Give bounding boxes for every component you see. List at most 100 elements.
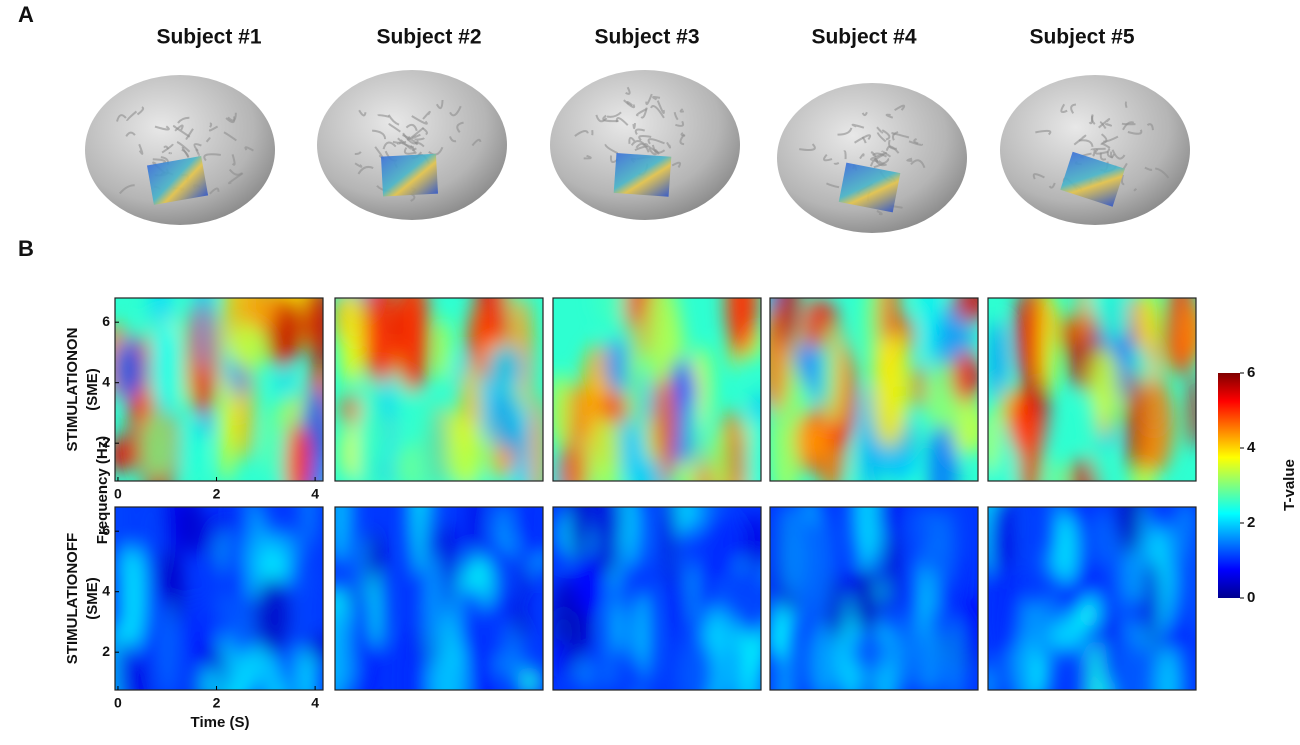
colorbar-tick-label: 4 <box>1247 439 1256 456</box>
heatmap-frame <box>769 297 979 482</box>
brain-gyrus <box>874 157 887 167</box>
brain-renders <box>85 70 1190 233</box>
heatmap-blob <box>598 391 629 425</box>
brain-gyrus <box>666 141 672 149</box>
heatmap-blob <box>954 553 967 600</box>
heatmap-blob <box>435 317 450 384</box>
brain-gyrus <box>640 107 648 119</box>
brain-gyrus <box>647 138 665 145</box>
brain-gyrus <box>1146 123 1154 131</box>
heatmap-blob <box>1054 512 1078 585</box>
brain-gyrus <box>675 120 685 127</box>
brain-gyrus <box>606 111 622 118</box>
heatmap-blob <box>307 585 323 634</box>
heatmap-blob <box>593 507 622 566</box>
brain-gyrus <box>595 114 608 123</box>
heatmap-blob <box>115 340 144 399</box>
heatmap-blob <box>354 396 387 481</box>
brain-gyrus <box>372 129 387 140</box>
heatmap-blob <box>302 507 316 549</box>
heatmap-blob <box>304 298 323 359</box>
heatmap-blob <box>118 544 147 651</box>
brain-gyrus <box>449 105 462 117</box>
brain-gyrus <box>1035 129 1052 136</box>
y-tick-label: 4 <box>102 582 110 598</box>
brain-gyrus <box>403 147 415 155</box>
heatmap-blob <box>626 319 644 434</box>
heatmap-blob <box>870 336 907 449</box>
heatmap-blob <box>516 666 542 690</box>
y-tick-label: 6 <box>102 313 110 329</box>
brain-gyrus <box>1073 134 1087 146</box>
brain-gyrus <box>679 108 685 113</box>
heatmap-blob <box>115 507 131 576</box>
brain-gyrus <box>354 162 363 168</box>
colorbar-tick-label: 0 <box>1247 589 1255 606</box>
heatmap-blob <box>1136 377 1175 474</box>
brain-gyrus <box>1133 188 1138 192</box>
brain-gyrus <box>673 112 679 121</box>
heatmap-blob <box>219 372 235 481</box>
heatmap-blob <box>1016 307 1047 386</box>
heatmap-blob <box>1018 411 1042 481</box>
heatmap-frame <box>987 506 1197 691</box>
brain-gyrus <box>623 99 636 109</box>
brain-gyrus <box>177 116 190 124</box>
heatmap-blobs <box>988 507 1196 690</box>
brain-gyrus <box>1094 148 1109 155</box>
brain-gyrus <box>411 145 417 155</box>
brain-gyrus <box>377 114 390 118</box>
brain-gyrus <box>225 116 236 124</box>
heatmap-blob <box>1180 526 1196 636</box>
brain-gyrus <box>388 123 401 133</box>
brain-gyrus <box>823 153 833 162</box>
colorbar-tick-label: 6 <box>1247 364 1255 381</box>
brain-gyrus <box>435 99 444 110</box>
brain-gyrus <box>1100 142 1111 149</box>
heatmap-blobs <box>553 507 761 690</box>
row-label: STIMULATIONOFF <box>64 533 81 664</box>
y-tick-label: 2 <box>102 434 110 450</box>
heatmap <box>553 507 761 690</box>
electrode-grid <box>838 162 901 213</box>
brain-gyrus <box>625 86 631 95</box>
brain-gyrus <box>1155 167 1170 179</box>
brain-gyrus <box>881 150 892 158</box>
brain-gyrus <box>876 132 887 143</box>
brain-gyrus <box>843 150 847 160</box>
heatmap-blob <box>1142 558 1161 647</box>
heatmap-blob <box>680 640 717 690</box>
heatmap-blob <box>141 507 161 582</box>
subject-title: Subject #2 <box>376 26 481 49</box>
heatmap-blob <box>484 542 520 617</box>
heatmap-blob <box>708 429 732 481</box>
heatmap-blob <box>927 424 958 481</box>
heatmap-blob <box>935 510 955 589</box>
heatmap-blob <box>493 393 518 452</box>
heatmap-blob <box>356 664 382 690</box>
heatmap-blob <box>273 423 289 481</box>
brain-gyrus <box>859 153 865 160</box>
electrode-grid <box>1060 151 1125 207</box>
brain-gyrus <box>645 93 653 106</box>
heatmap-blob <box>795 420 830 463</box>
brain-gyrus <box>1124 101 1128 108</box>
brain-gyrus <box>799 143 816 152</box>
heatmap-blob <box>457 587 487 656</box>
brain-gyrus <box>635 108 648 117</box>
brain-gyrus <box>119 184 135 195</box>
heatmap-blob <box>745 414 761 481</box>
heatmap-blob <box>877 507 900 543</box>
brain-gyrus <box>878 160 885 165</box>
brain-gyrus <box>209 122 213 128</box>
heatmap-blob <box>175 419 203 474</box>
heatmap-blob <box>446 420 485 481</box>
heatmap-blob <box>988 419 1014 481</box>
brain-gyrus <box>136 106 145 116</box>
brain-gyrus <box>411 133 421 139</box>
heatmap-blob <box>776 298 801 348</box>
x-axis-label: Time (S) <box>191 714 250 731</box>
brain-gyrus <box>837 127 853 136</box>
heatmap-frame <box>334 297 544 482</box>
heatmaps <box>114 297 1197 691</box>
